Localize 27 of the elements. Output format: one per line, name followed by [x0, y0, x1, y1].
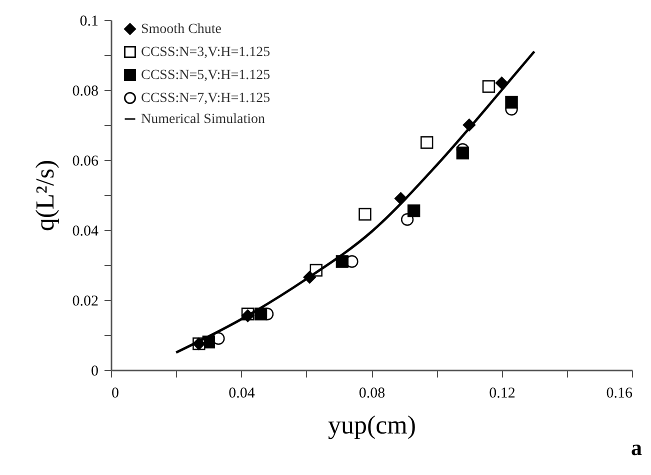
point: [400, 213, 414, 226]
y-tick-label: 0.1: [80, 14, 98, 30]
text: a: [631, 435, 642, 460]
y-tick-label: 0: [91, 364, 98, 380]
point: [407, 204, 420, 218]
point: [336, 255, 349, 268]
x-tick-label: 0.12: [489, 386, 516, 402]
legend-label: CCSS:N=3,V:H=1.125: [141, 45, 270, 60]
point: [456, 146, 470, 160]
point: [505, 96, 518, 109]
x-tick-label: 0.04: [228, 386, 256, 402]
x-axis-title: yup(cm): [328, 410, 416, 440]
y-tick-label: 0.06: [72, 154, 99, 170]
point: [420, 136, 434, 149]
y-tick-label: 0.02: [72, 294, 98, 310]
x-tick-label: 0.08: [358, 386, 386, 402]
point: [482, 80, 496, 93]
y-tick-label: 0.08: [72, 84, 98, 100]
legend-label: CCSS:N=7,V:H=1.125: [141, 91, 270, 106]
legend-label: CCSS:N=5,V:H=1.125: [141, 68, 270, 83]
y-tick-label: 0.04: [72, 224, 99, 240]
point: [358, 208, 372, 221]
x-tick-label: 0: [112, 386, 119, 402]
y-axis-title: q(L²/s): [30, 160, 60, 232]
x-tick-label: 0.16: [606, 386, 633, 402]
legend-label: Numerical Simulation: [141, 112, 266, 127]
legend-label: Smooth Chute: [141, 22, 222, 37]
